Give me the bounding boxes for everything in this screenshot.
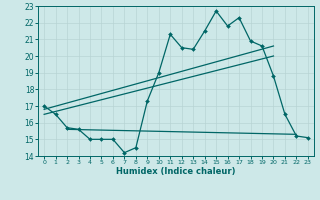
X-axis label: Humidex (Indice chaleur): Humidex (Indice chaleur) — [116, 167, 236, 176]
